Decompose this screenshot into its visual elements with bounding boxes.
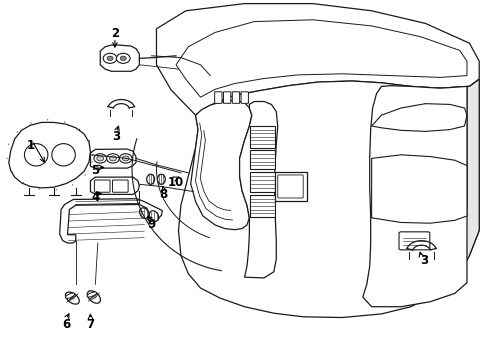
FancyBboxPatch shape	[112, 180, 128, 192]
Circle shape	[97, 156, 103, 161]
Circle shape	[116, 53, 130, 63]
Polygon shape	[250, 126, 275, 148]
Ellipse shape	[139, 208, 149, 219]
Text: 3: 3	[420, 255, 427, 267]
Text: 3: 3	[112, 130, 120, 143]
Circle shape	[94, 154, 106, 163]
Ellipse shape	[149, 211, 159, 221]
Circle shape	[103, 53, 117, 63]
Polygon shape	[362, 86, 466, 307]
Polygon shape	[190, 100, 251, 230]
Circle shape	[120, 56, 126, 60]
Circle shape	[109, 156, 116, 161]
Text: 7: 7	[86, 318, 94, 330]
FancyBboxPatch shape	[277, 175, 303, 198]
FancyBboxPatch shape	[275, 172, 306, 201]
Text: 10: 10	[167, 176, 184, 189]
Polygon shape	[250, 150, 275, 169]
FancyBboxPatch shape	[398, 232, 429, 250]
Circle shape	[107, 56, 113, 60]
Text: 5: 5	[91, 165, 99, 177]
Text: 2: 2	[111, 27, 119, 40]
FancyBboxPatch shape	[214, 92, 222, 103]
Polygon shape	[60, 199, 162, 243]
FancyBboxPatch shape	[94, 180, 110, 192]
Ellipse shape	[87, 292, 97, 297]
Polygon shape	[90, 177, 139, 194]
Polygon shape	[250, 172, 275, 192]
Polygon shape	[90, 149, 136, 168]
Ellipse shape	[52, 144, 75, 166]
Circle shape	[106, 154, 119, 163]
Ellipse shape	[146, 174, 154, 184]
Ellipse shape	[65, 292, 79, 304]
Polygon shape	[250, 195, 275, 217]
Ellipse shape	[157, 174, 165, 184]
Text: 6: 6	[62, 318, 70, 330]
Polygon shape	[371, 155, 466, 223]
Text: 8: 8	[160, 188, 167, 201]
Polygon shape	[156, 4, 478, 115]
Circle shape	[122, 156, 129, 161]
Polygon shape	[100, 45, 139, 71]
Text: 1: 1	[26, 139, 34, 152]
Ellipse shape	[24, 144, 48, 166]
Circle shape	[119, 154, 132, 163]
FancyBboxPatch shape	[223, 92, 230, 103]
FancyBboxPatch shape	[241, 92, 248, 103]
FancyBboxPatch shape	[232, 92, 239, 103]
Polygon shape	[459, 79, 478, 274]
Text: 9: 9	[147, 219, 155, 231]
Polygon shape	[178, 79, 478, 318]
Polygon shape	[9, 122, 90, 188]
Polygon shape	[239, 102, 277, 278]
Ellipse shape	[65, 293, 75, 298]
Ellipse shape	[87, 291, 100, 303]
Text: 4: 4	[91, 191, 99, 204]
